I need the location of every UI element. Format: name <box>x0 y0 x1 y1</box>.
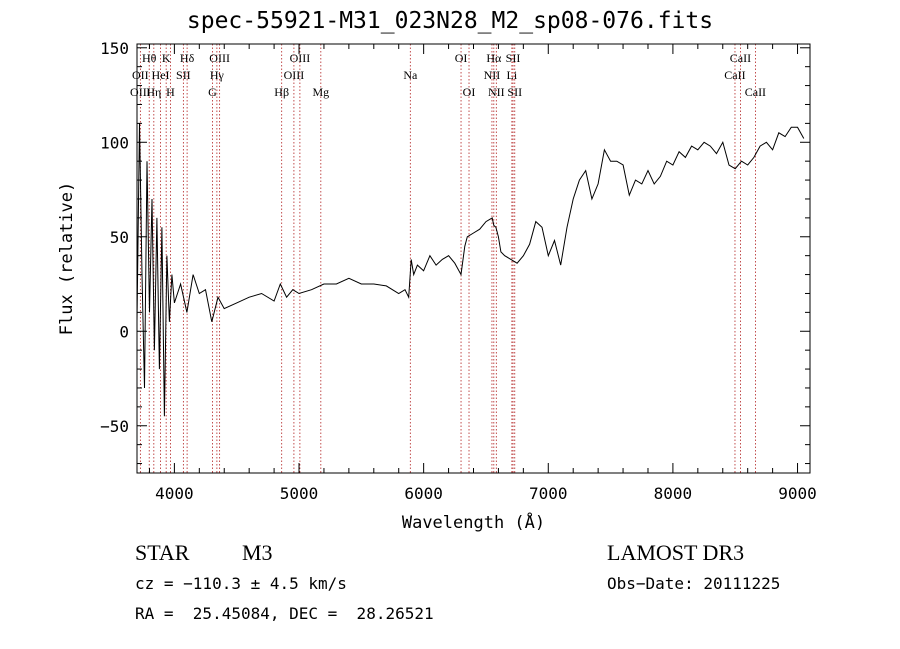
y-tick-label: 50 <box>110 228 129 247</box>
line-label: OII <box>132 68 149 82</box>
line-label: Hδ <box>180 51 195 65</box>
line-label: CaII <box>730 51 751 65</box>
x-axis-label: Wavelength (Å) <box>402 511 545 533</box>
obs-date: Obs−Date: 20111225 <box>607 574 781 593</box>
line-label: OIII <box>290 51 311 65</box>
line-label: Li <box>507 68 518 82</box>
line-label: NII <box>488 85 505 99</box>
line-label: OI <box>463 85 476 99</box>
survey-name: LAMOST DR3 <box>607 540 745 565</box>
line-label: NII <box>484 68 501 82</box>
x-tick-label: 5000 <box>280 484 319 503</box>
line-label: K <box>162 51 171 65</box>
y-tick-label: 100 <box>100 133 129 152</box>
y-tick-label: 0 <box>119 322 129 341</box>
line-label: H <box>166 85 175 99</box>
y-tick-label: −50 <box>100 417 129 436</box>
spectrum-line <box>136 123 805 417</box>
line-label: SII <box>506 51 521 65</box>
x-tick-label: 7000 <box>529 484 568 503</box>
y-axis: −50 0 50 100 150 <box>100 39 810 465</box>
x-axis: 4000 5000 6000 7000 8000 9000 <box>148 44 817 503</box>
line-label: Hβ <box>274 85 289 99</box>
line-label: Mg <box>312 85 329 99</box>
line-label: Hθ <box>142 51 157 65</box>
line-label: Hα <box>486 51 502 65</box>
line-label: SII <box>507 85 522 99</box>
line-label: OIII <box>130 85 151 99</box>
line-label: G <box>208 85 217 99</box>
object-subclass: M3 <box>242 540 273 565</box>
line-markers <box>139 44 756 473</box>
line-label: SII <box>176 68 191 82</box>
chart-title: spec-55921-M31_023N28_M2_sp08-076.fits <box>186 8 714 34</box>
x-tick-label: 8000 <box>654 484 693 503</box>
line-label: OIII <box>284 68 305 82</box>
x-tick-label: 4000 <box>155 484 194 503</box>
y-axis-label: Flux (relative) <box>57 182 77 336</box>
line-label: CaII <box>724 68 745 82</box>
x-tick-label: 6000 <box>404 484 443 503</box>
ra-dec: RA = 25.45084, DEC = 28.26521 <box>135 604 434 623</box>
line-label: Hγ <box>210 68 225 82</box>
redshift-cz: cz = −110.3 ± 4.5 km/s <box>135 574 347 593</box>
line-label: HeI <box>152 68 170 82</box>
object-class: STAR <box>135 540 190 565</box>
x-tick-label: 9000 <box>778 484 817 503</box>
line-label: Na <box>403 68 418 82</box>
line-label: Hη <box>146 85 161 99</box>
plot-frame <box>136 43 811 474</box>
line-label: OIII <box>209 51 230 65</box>
line-label: OI <box>455 51 468 65</box>
line-label: CaII <box>745 85 766 99</box>
y-tick-label: 150 <box>100 39 129 58</box>
